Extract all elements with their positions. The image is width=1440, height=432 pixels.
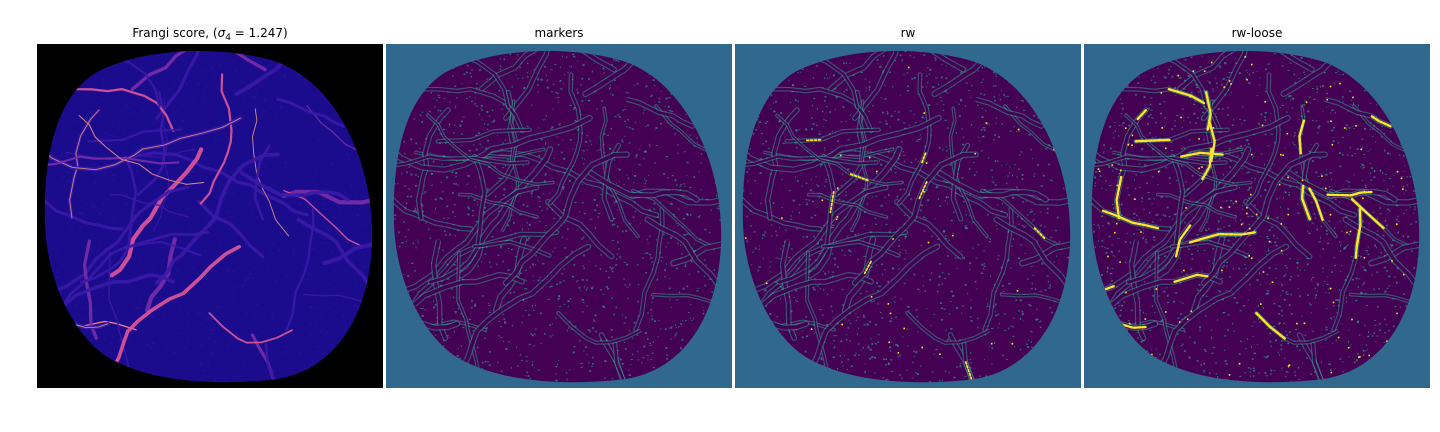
- panel-title-frangi: Frangi score, (σ4 = 1.247): [37, 26, 383, 43]
- frangi-title-prefix: Frangi score, (: [132, 26, 218, 40]
- markers-image: [386, 44, 732, 388]
- panel-title-markers: markers: [534, 26, 584, 40]
- rw-loose-image: [1084, 44, 1430, 388]
- frangi-image: [37, 44, 383, 388]
- tissue-region: [44, 51, 373, 383]
- tissue-region: [742, 51, 1071, 383]
- tissue-region: [393, 51, 722, 383]
- markers-image-panel: [386, 44, 732, 388]
- rw-image-panel: [735, 44, 1081, 388]
- panel-title-rw-loose: rw-loose: [1231, 26, 1283, 40]
- rw-image: [735, 44, 1081, 388]
- frangi-title-subscript: 4: [225, 33, 231, 43]
- frangi-title-suffix: = 1.247): [230, 26, 288, 40]
- frangi-title-sigma: σ: [217, 26, 226, 40]
- panel-title-rw: rw: [900, 26, 916, 40]
- rw-loose-image-panel: [1084, 44, 1430, 388]
- frangi-image-panel: [37, 44, 383, 388]
